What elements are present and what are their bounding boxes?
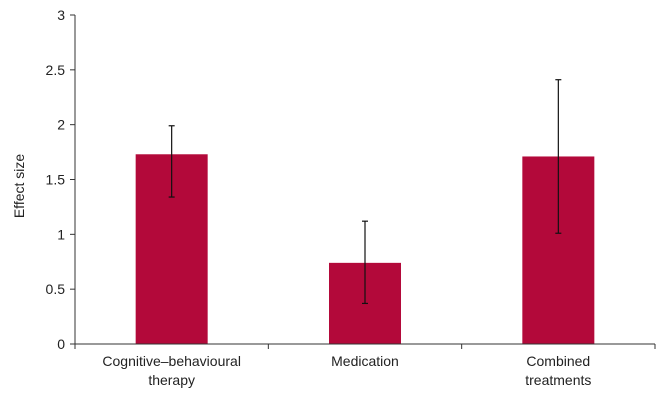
labels-layer: 0 0.5 1 1.5 2 2.5 3 Cognitive–behavioural therap… <box>46 7 592 388</box>
x-tick-label-line: therapy <box>148 372 195 388</box>
x-tick-label-line: Combined <box>526 353 590 369</box>
x-tick-label: Cognitive–behavioural therapy <box>102 353 241 388</box>
x-tick-label: Combined treatments <box>525 353 591 388</box>
y-axis-title: Effect size <box>11 154 27 219</box>
y-tick-label: 1 <box>57 226 65 242</box>
x-tick-label-line: treatments <box>525 372 591 388</box>
x-tick-label-line: Medication <box>331 353 399 369</box>
y-tick-label: 0.5 <box>46 281 66 297</box>
x-tick-label-line: Cognitive–behavioural <box>102 353 241 369</box>
y-tick-label: 0 <box>57 336 65 352</box>
bars-layer <box>135 79 595 344</box>
axes-layer <box>70 14 656 349</box>
y-tick-label: 2.5 <box>46 62 66 78</box>
y-tick-label: 2 <box>57 117 65 133</box>
y-tick-label: 3 <box>57 7 65 23</box>
y-tick-label: 1.5 <box>46 172 66 188</box>
x-tick-label: Medication <box>331 353 399 369</box>
